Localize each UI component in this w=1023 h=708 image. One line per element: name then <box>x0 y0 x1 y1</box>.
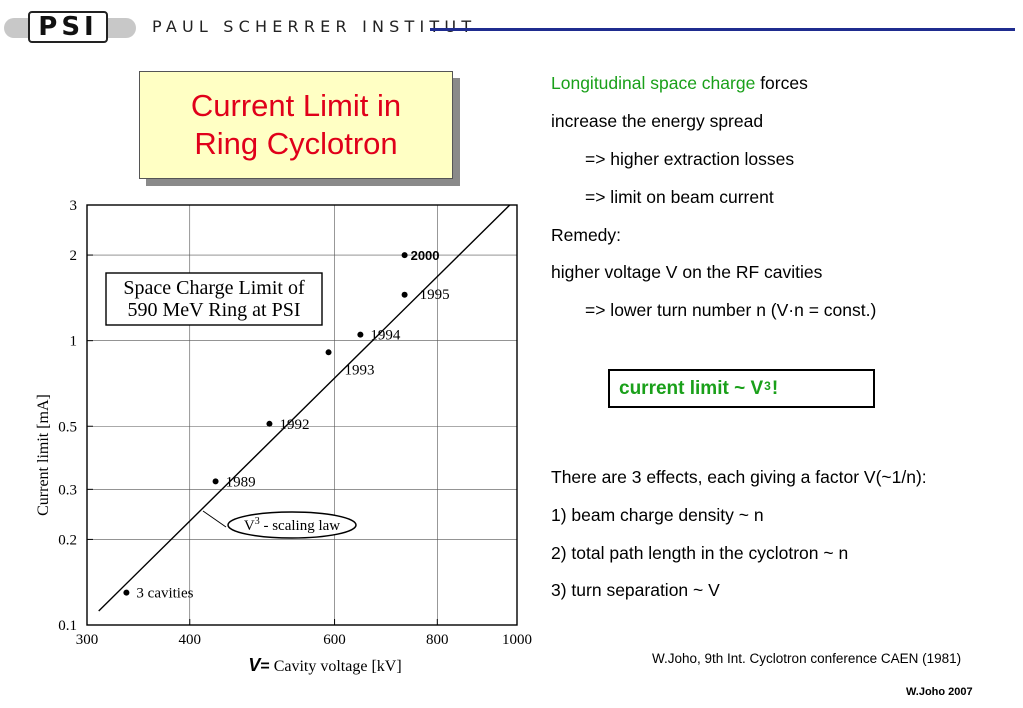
chart-grid <box>86 204 518 626</box>
chart-title-line-1: Space Charge Limit of <box>123 277 305 299</box>
title-line-2: Ring Cyclotron <box>194 126 398 161</box>
x-tick-label: 400 <box>178 632 201 648</box>
y-tick-label: 0.5 <box>58 419 77 435</box>
effect-item-2: 2) total path length in the cyclotron ~ … <box>551 543 849 563</box>
footer-author: W.Joho 2007 <box>906 686 973 698</box>
data-point-1992 <box>266 420 273 427</box>
longitudinal-space-charge: Longitudinal space charge <box>551 73 756 93</box>
y-tick-label: 0.2 <box>58 532 77 548</box>
point-label-1993: 1993 <box>345 362 375 378</box>
chart-title-line-2: 590 MeV Ring at PSI <box>128 299 301 321</box>
y-tick-label: 0.3 <box>58 482 77 498</box>
result-suffix: ! <box>771 377 779 399</box>
data-point-1989 <box>212 478 219 485</box>
text-line-2: increase the energy spread <box>551 111 764 131</box>
y-tick-label: 3 <box>70 198 78 214</box>
x-ticks: 300 400 600 800 1000 <box>76 619 532 648</box>
title-line-1: Current Limit in <box>190 88 402 123</box>
y-tick-label: 1 <box>70 334 78 350</box>
effect-item-3: 3) turn separation ~ V <box>551 580 720 600</box>
data-point-1995 <box>401 291 408 298</box>
text-line-1: Longitudinal space charge forces <box>551 73 808 93</box>
point-label-2000: 2000 <box>411 248 440 263</box>
point-label-1989: 1989 <box>226 474 256 490</box>
reference: W.Joho, 9th Int. Cyclotron conference CA… <box>652 651 962 666</box>
annotation-sup: 3 <box>255 516 260 527</box>
result-sup: 3 <box>764 378 771 393</box>
y-ticks: 0.1 0.2 0.3 0.5 1 2 3 <box>58 198 93 634</box>
x-axis-symbol: V <box>248 655 262 675</box>
x-axis-eq: = <box>260 658 269 675</box>
result-prefix: current limit ~ V <box>619 377 764 399</box>
annotation-rest: - scaling law <box>260 518 341 534</box>
data-point-1994 <box>357 331 364 338</box>
forces-text: forces <box>755 73 808 93</box>
current-limit-chart: 0.1 0.2 0.3 0.5 1 2 3 300 400 600 800 1000 3 cavit… <box>35 198 532 675</box>
y-tick-label: 2 <box>70 248 78 264</box>
point-label-1992: 1992 <box>279 417 309 433</box>
header: PSI PAUL SCHERRER INSTITUT <box>0 0 1023 60</box>
data-point-1993 <box>325 349 332 356</box>
x-tick-label: 600 <box>323 632 346 648</box>
psi-logo: PSI <box>28 11 108 43</box>
plot-frame <box>86 204 518 626</box>
data-points: 3 cavities 1989 1992 1993 1994 1995 2000 <box>123 248 450 602</box>
x-tick-label: 800 <box>426 632 449 648</box>
effect-item-1: 1) beam charge density ~ n <box>551 505 764 525</box>
text-line-6: higher voltage V on the RF cavities <box>551 262 823 282</box>
text-line-4: => limit on beam current <box>585 187 774 207</box>
chart-title-box: Space Charge Limit of 590 MeV Ring at PS… <box>105 272 323 326</box>
point-label-1994: 1994 <box>370 328 401 344</box>
text-line-3: => higher extraction losses <box>585 149 795 169</box>
data-point-2000 <box>401 252 408 259</box>
y-tick-label: 0.1 <box>58 618 77 634</box>
point-label-3-cavities: 3 cavities <box>136 586 193 602</box>
x-tick-label: 300 <box>76 632 99 648</box>
scaling-law-annotation: V3 - scaling law <box>202 510 357 539</box>
svg-text:V=Cavity voltage [kV]: V= Cavity voltage [kV] <box>248 655 401 675</box>
text-line-7: => lower turn number n (V·n = const.) <box>585 300 877 320</box>
data-point-3-cavities <box>123 589 130 596</box>
svg-text:V3 - scaling law: V3 - scaling law <box>244 516 340 534</box>
slide-title: Current Limit in Ring Cyclotron <box>139 71 453 179</box>
v3-fit-line <box>98 204 511 612</box>
point-label-1995: 1995 <box>420 287 450 303</box>
effects-intro: There are 3 effects, each giving a facto… <box>551 467 927 487</box>
y-axis-label: Current limit [mA] <box>35 394 52 516</box>
x-tick-label: 1000 <box>502 632 532 648</box>
institute-name: PAUL SCHERRER INSTITUT <box>152 17 477 36</box>
annotation-v: V <box>244 518 255 534</box>
x-axis-label: Cavity voltage [kV] <box>274 658 402 675</box>
header-rule <box>430 28 1015 31</box>
remedy-heading: Remedy: <box>551 225 622 245</box>
